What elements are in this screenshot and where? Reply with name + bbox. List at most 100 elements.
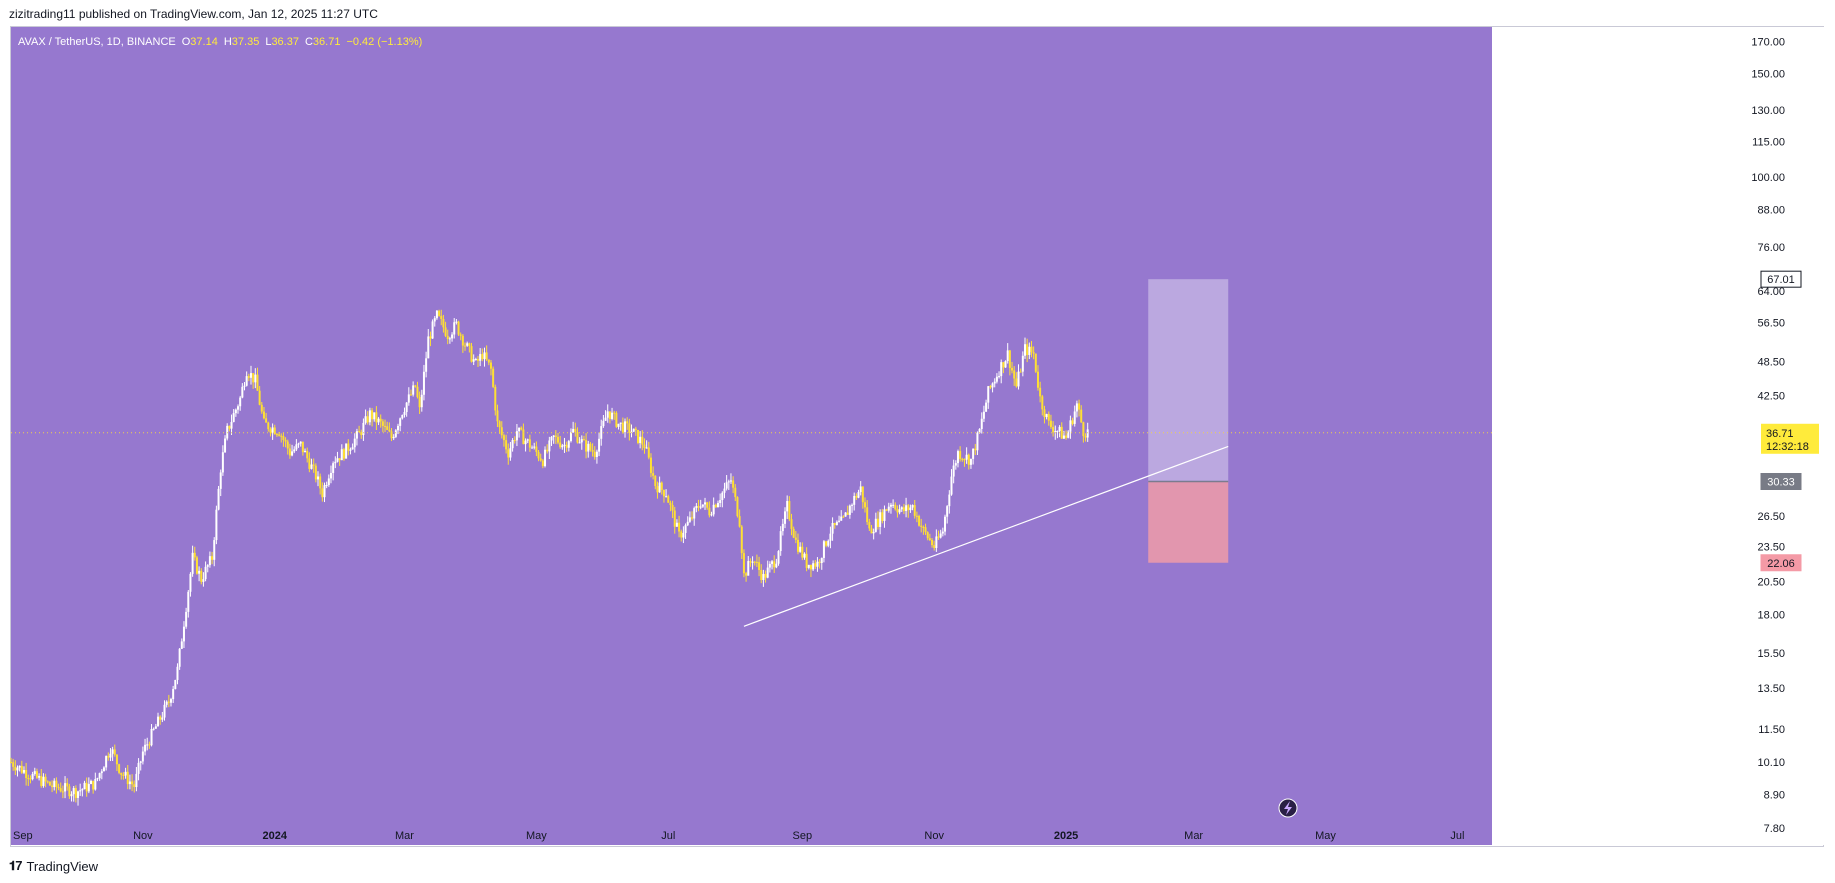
candle-body <box>414 385 417 387</box>
price-tick: 130.00 <box>1751 105 1785 117</box>
candle-body <box>887 506 890 511</box>
candle-body <box>764 573 767 578</box>
candle-body <box>163 704 166 718</box>
candle-body <box>379 418 382 422</box>
candle-body <box>762 573 765 581</box>
candle-body <box>1006 350 1009 362</box>
target-zone[interactable] <box>1148 279 1229 482</box>
candle-body <box>1052 426 1055 433</box>
candle-body <box>760 570 763 581</box>
low-label: L <box>265 36 271 48</box>
candle-body <box>528 439 531 448</box>
candle-body <box>939 533 942 538</box>
candle-body <box>1047 414 1050 421</box>
candle-body <box>870 528 873 534</box>
candle-body <box>771 561 774 564</box>
trendline[interactable] <box>743 445 1229 627</box>
candle-body <box>435 310 438 319</box>
candle-body <box>686 521 689 526</box>
candle-body <box>606 411 609 418</box>
candle-body <box>243 385 246 387</box>
candle-body <box>355 431 358 439</box>
candle-body <box>83 782 86 790</box>
candle-body <box>803 553 806 558</box>
candle-body <box>425 358 428 372</box>
price-tick: 170.00 <box>1751 37 1785 49</box>
time-tick: Jul <box>1450 830 1464 842</box>
candle-body <box>70 794 73 797</box>
candle-body <box>230 421 233 429</box>
candle-body <box>14 766 17 771</box>
candle-body <box>221 452 224 473</box>
candle-body <box>377 418 380 423</box>
candle-body <box>533 446 536 448</box>
candle-body <box>727 481 730 483</box>
candle-body <box>978 428 981 433</box>
candle-body <box>920 525 923 527</box>
stop-zone[interactable] <box>1148 481 1229 563</box>
candle-body <box>262 411 265 419</box>
candle-body <box>237 406 240 410</box>
candle-body <box>1019 371 1022 373</box>
candle-body <box>608 411 611 419</box>
candle-body <box>883 509 886 521</box>
candle-body <box>987 386 990 403</box>
candle-body <box>747 561 750 576</box>
candle-body <box>115 754 118 765</box>
candle-body <box>381 421 384 426</box>
candle-body <box>360 432 363 435</box>
entry-price-badge <box>1760 473 1802 491</box>
candle-body <box>288 448 291 456</box>
candle-body <box>708 507 711 516</box>
candle-body <box>249 373 252 378</box>
time-tick: May <box>1315 830 1336 842</box>
stop-price-badge <box>1760 554 1802 572</box>
candle-body <box>827 540 830 546</box>
candle-body <box>889 504 892 507</box>
candle-body <box>111 749 114 754</box>
candle-body <box>909 507 912 511</box>
position-zones[interactable] <box>1148 279 1229 563</box>
candle-body <box>691 517 694 519</box>
candle-body <box>215 509 218 541</box>
candle-body <box>658 482 661 493</box>
candle-body <box>773 561 776 568</box>
candle-body <box>327 478 330 486</box>
candle-body <box>587 443 590 452</box>
candle-body <box>1084 436 1087 438</box>
candle-body <box>204 566 207 580</box>
candle-body <box>742 553 745 574</box>
candle-body <box>494 386 497 411</box>
candle-body <box>405 402 408 413</box>
candle-body <box>407 394 410 403</box>
candle-body <box>1021 355 1024 372</box>
candle-body <box>974 448 977 451</box>
candle-body <box>876 518 879 528</box>
footer-brand: TradingView <box>26 858 99 874</box>
candle-body <box>567 441 570 448</box>
candle-body <box>366 416 369 423</box>
price-tick: 7.80 <box>1764 823 1785 835</box>
candle-body <box>94 779 97 790</box>
candle-body <box>948 494 951 507</box>
candle-body <box>161 717 164 720</box>
candle-series <box>10 309 1089 806</box>
candle-body <box>799 546 802 552</box>
candle-body <box>113 749 116 755</box>
candle-body <box>548 440 551 452</box>
time-axis[interactable]: Sep Nov 2024 Mar May Jul Sep Nov 2025 Mar May Jul <box>13 830 1464 842</box>
candle-body <box>351 447 354 450</box>
candle-body <box>202 579 205 582</box>
candle-body <box>278 434 281 436</box>
candle-body <box>280 435 283 437</box>
candle-body <box>306 450 309 459</box>
candle-body <box>477 359 480 361</box>
candle-body <box>645 447 648 449</box>
candle-body <box>816 561 819 567</box>
candle-body <box>1062 435 1065 439</box>
price-axis[interactable]: 170.00 150.00 130.00 115.00 100.00 88.00 76.00… <box>1492 27 1824 845</box>
candle-body <box>256 374 259 391</box>
candle-body <box>219 472 222 489</box>
bolt-icon[interactable] <box>1278 798 1298 818</box>
